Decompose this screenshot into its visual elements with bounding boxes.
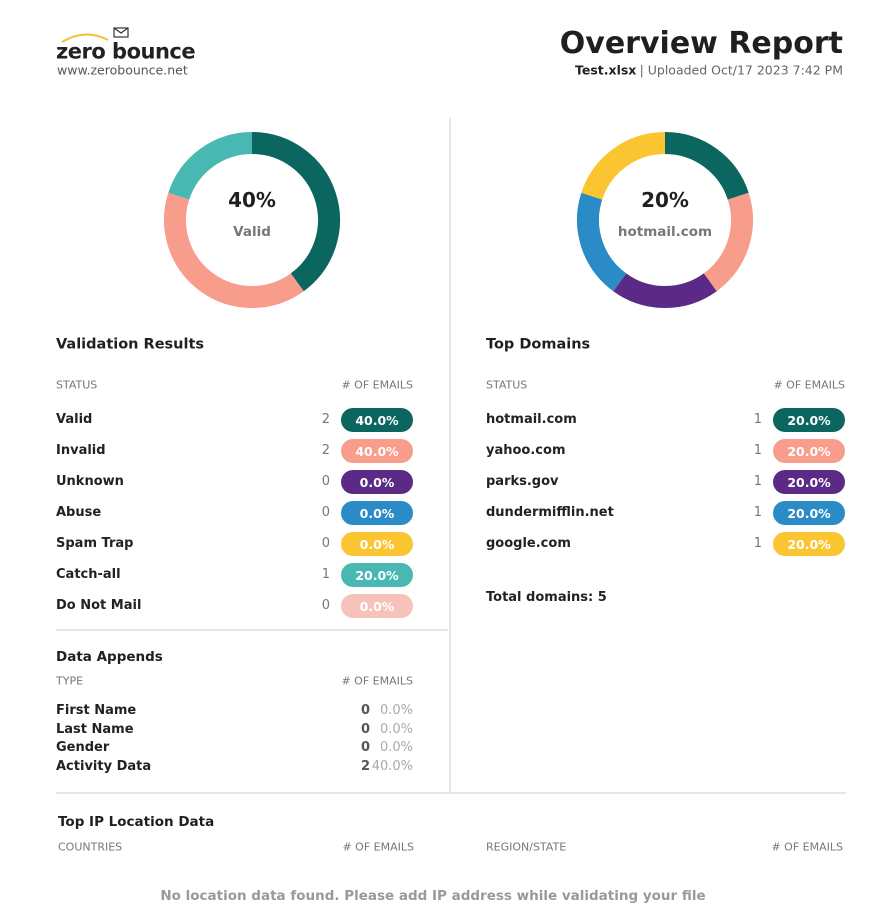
column-header: # OF EMAILS: [342, 840, 414, 854]
row-count: 1: [753, 412, 762, 428]
row-label: Activity Data: [56, 759, 152, 775]
row-label: hotmail.com: [486, 412, 577, 428]
column-header: # OF EMAILS: [341, 674, 413, 688]
row-label: Unknown: [56, 474, 124, 490]
percent-pill: 20.0%: [341, 563, 413, 587]
row-label: Abuse: [56, 505, 102, 521]
percent-pill: 20.0%: [773, 408, 845, 432]
section-title: Top Domains: [486, 336, 591, 353]
section-title: Top IP Location Data: [58, 813, 215, 830]
row-count: 2: [321, 443, 330, 459]
row-label: Gender: [56, 740, 110, 756]
donut-segment: [577, 192, 627, 292]
donut-label: Valid: [233, 223, 271, 240]
column-header: STATUS: [486, 378, 528, 392]
donut-segment: [581, 132, 666, 200]
column-header: STATUS: [56, 378, 98, 392]
row-label: google.com: [486, 536, 571, 552]
percent-pill: 20.0%: [773, 470, 845, 494]
row-label: Catch-all: [56, 567, 121, 583]
row-count: 2: [360, 759, 370, 775]
row-count: 0: [321, 536, 330, 552]
donut-segment: [664, 132, 749, 200]
section-title: Validation Results: [56, 336, 205, 353]
empty-message: No location data found. Please add IP ad…: [160, 887, 706, 904]
row-count: 0: [360, 721, 370, 737]
donut-segment: [703, 192, 753, 292]
row-label: Invalid: [56, 443, 106, 459]
upload-info: | Uploaded Oct/17 2023 7:42 PM: [639, 62, 843, 78]
percent-pill: 0.0%: [341, 594, 413, 618]
donut-segment: [613, 273, 717, 308]
website: www.zerobounce.net: [57, 62, 188, 78]
column-header: REGION/STATE: [486, 840, 567, 854]
row-label: Last Name: [56, 721, 134, 737]
report-title: Overview Report: [559, 26, 843, 61]
column-header: TYPE: [56, 674, 84, 688]
logo-text: zero bounce: [56, 39, 196, 64]
row-count: 1: [753, 474, 762, 490]
row-label: parks.gov: [486, 474, 559, 490]
row-label: Valid: [56, 412, 93, 428]
percent-pill: 20.0%: [773, 501, 845, 525]
file-name: Test.xlsx: [575, 62, 637, 78]
section-title: Data Appends: [56, 648, 163, 665]
row-count: 0: [360, 740, 370, 756]
logo-mark: [61, 27, 129, 43]
percent-pill: 20.0%: [773, 439, 845, 463]
row-percent: 0.0%: [379, 721, 413, 737]
row-percent: 40.0%: [371, 759, 413, 775]
row-count: 0: [321, 598, 330, 614]
row-percent: 0.0%: [379, 740, 413, 756]
row-count: 2: [321, 412, 330, 428]
row-label: Spam Trap: [56, 536, 134, 552]
percent-pill: 0.0%: [341, 470, 413, 494]
total-domains: Total domains: 5: [486, 590, 607, 606]
column-header: # OF EMAILS: [771, 840, 843, 854]
row-label: Do Not Mail: [56, 598, 142, 614]
row-percent: 0.0%: [379, 703, 413, 719]
row-count: 1: [753, 505, 762, 521]
row-label: dundermifflin.net: [486, 505, 614, 521]
row-count: 1: [753, 443, 762, 459]
percent-pill: 20.0%: [773, 532, 845, 556]
percent-pill: 0.0%: [341, 532, 413, 556]
column-header: COUNTRIES: [58, 840, 123, 854]
row-label: yahoo.com: [486, 443, 566, 459]
row-count: 0: [321, 505, 330, 521]
donut-label: hotmail.com: [617, 223, 713, 240]
row-count: 0: [360, 703, 370, 719]
percent-pill: 40.0%: [341, 439, 413, 463]
donut-segment: [168, 132, 253, 200]
column-header: # OF EMAILS: [773, 378, 845, 392]
donut-segment: [251, 132, 340, 292]
percent-pill: 0.0%: [341, 501, 413, 525]
row-count: 0: [321, 474, 330, 490]
row-label: First Name: [56, 703, 137, 719]
donut-segment: [164, 192, 304, 308]
row-count: 1: [321, 567, 330, 583]
row-count: 1: [753, 536, 762, 552]
percent-pill: 40.0%: [341, 408, 413, 432]
donut-value: 40%: [228, 188, 276, 212]
donut-value: 20%: [641, 188, 689, 212]
column-header: # OF EMAILS: [341, 378, 413, 392]
